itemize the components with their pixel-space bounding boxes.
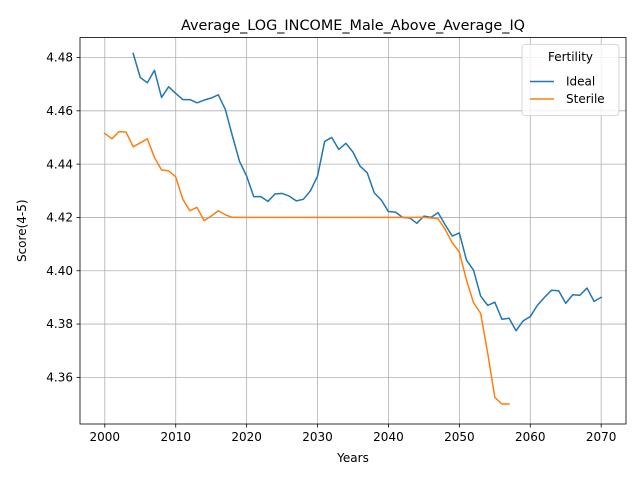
chart-title: Average_LOG_INCOME_Male_Above_Average_IQ: [181, 18, 525, 34]
y-axis-label: Score(4-5): [15, 199, 29, 262]
series-line-sterile: [103, 130, 510, 405]
y-tick-label: 4.36: [46, 371, 73, 385]
y-tick-label: 4.40: [46, 264, 73, 278]
x-tick-label: 2000: [90, 430, 121, 444]
x-tick-label: 2060: [515, 430, 546, 444]
x-tick-label: 2030: [302, 430, 333, 444]
y-tick-label: 4.44: [46, 157, 73, 171]
legend-title: Fertility: [548, 50, 593, 64]
y-tick-label: 4.46: [46, 104, 73, 118]
legend-label-sterile: Sterile: [566, 92, 605, 106]
y-tick-label: 4.42: [46, 211, 73, 225]
y-tick-label: 4.48: [46, 51, 73, 65]
legend-label-ideal: Ideal: [566, 75, 595, 89]
series-lines: [103, 52, 603, 405]
x-tick-label: 2040: [373, 430, 404, 444]
x-tick-label: 2020: [231, 430, 262, 444]
x-tick-label: 2050: [444, 430, 475, 444]
x-tick-label: 2010: [160, 430, 191, 444]
legend-box: [521, 44, 620, 116]
legend: Fertility Ideal Sterile: [521, 44, 620, 116]
x-axis-label: Years: [336, 451, 369, 465]
y-tick-label: 4.38: [46, 317, 73, 331]
x-tick-label: 2070: [586, 430, 617, 444]
plot-frame: [79, 37, 627, 425]
series-line-ideal: [132, 52, 603, 332]
axis-ticks: 2000 2010 2020 2030 2040 2050 2060 2070 4.36 4.38…: [46, 51, 616, 444]
